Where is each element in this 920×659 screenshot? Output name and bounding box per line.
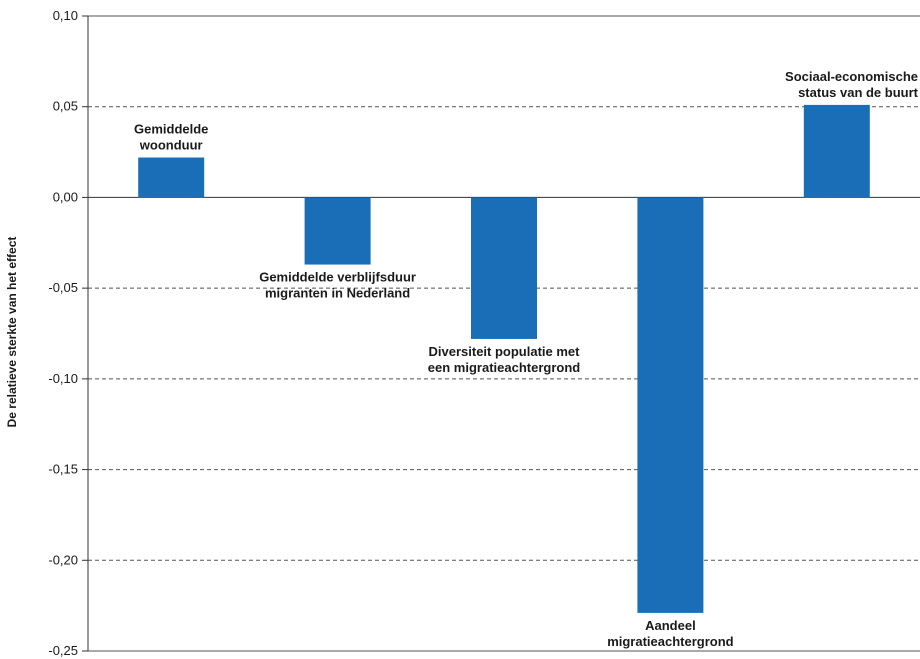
y-tick-label: 0,10 xyxy=(53,8,78,23)
bar xyxy=(304,197,371,265)
bars xyxy=(138,104,870,613)
y-tick-label: -0,05 xyxy=(48,280,78,295)
bar-label: Aandeel migratieachtergrond xyxy=(607,618,733,649)
bar xyxy=(138,157,205,198)
y-tick-label: -0,10 xyxy=(48,371,78,386)
bar-label: Diversiteit populatie met een migratieach… xyxy=(428,344,580,375)
y-axis-title: De relatieve sterkte van het effect xyxy=(5,237,19,428)
bar-label: Gemiddelde verblijfsduur migranten in Ned… xyxy=(259,270,416,301)
y-tick-label: -0,25 xyxy=(48,643,78,658)
y-tick-label: 0,00 xyxy=(53,189,78,204)
bar xyxy=(803,104,870,198)
bar-labels: Gemiddelde woonduur Gemiddelde verblijfsdu… xyxy=(134,69,919,649)
bar-label: Sociaal-economische status van de buurt xyxy=(785,69,919,100)
bar xyxy=(637,197,704,613)
bar xyxy=(471,197,537,339)
y-tick-label: -0,15 xyxy=(48,462,78,477)
y-tick-label: -0,20 xyxy=(48,552,78,567)
y-tick-label: 0,05 xyxy=(53,99,78,114)
bar-label: Gemiddelde woonduur xyxy=(134,122,208,153)
y-axis: 0,10 0,05 0,00 -0,05 -0,10 -0,15 -0,20 -0,25 xyxy=(48,8,89,658)
